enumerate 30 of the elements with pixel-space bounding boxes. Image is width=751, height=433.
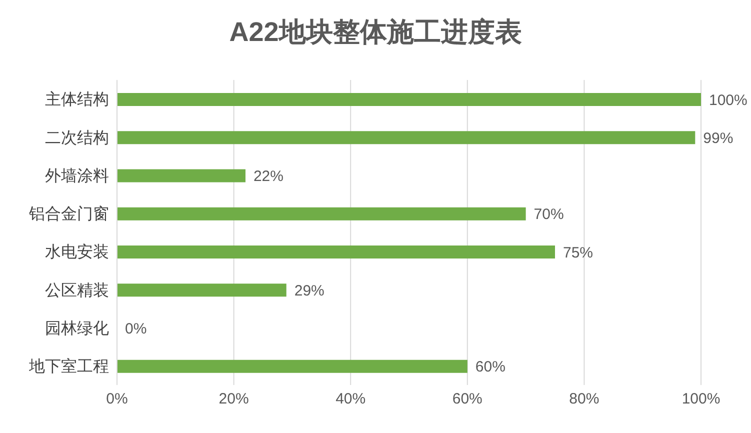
y-tick-label: 公区精装 [45,281,109,300]
data-label: 75% [563,244,594,262]
bar [117,93,701,106]
x-tick-label: 20% [218,390,249,408]
data-label: 100% [709,92,748,109]
x-tick-label: 100% [682,390,720,408]
data-label: 60% [475,358,506,376]
y-tick-label: 园林绿化 [45,319,109,338]
data-label: 22% [253,168,284,185]
data-label: 0% [125,320,147,338]
bar [117,246,555,258]
data-label: 99% [703,130,734,147]
y-tick-label: 二次结构 [45,128,109,147]
x-tick-label: 80% [569,390,600,408]
data-label: 29% [294,282,324,300]
y-tick-label: 外墙涂料 [45,166,109,185]
y-tick-label: 地下室工程 [28,358,109,376]
bar [117,131,696,144]
x-tick-label: 40% [336,390,366,408]
x-tick-label: 0% [106,390,128,408]
bar [117,207,526,220]
y-tick-label: 水电安装 [45,243,109,262]
data-label: 70% [534,206,564,224]
chart-title: A22地块整体施工进度表 [228,16,523,49]
bar [117,360,468,373]
y-tick-label: 主体结构 [45,90,109,109]
bar [117,169,246,182]
x-tick-label: 60% [452,390,482,408]
bar [117,284,286,297]
y-tick-label: 铝合金门窗 [28,205,109,224]
